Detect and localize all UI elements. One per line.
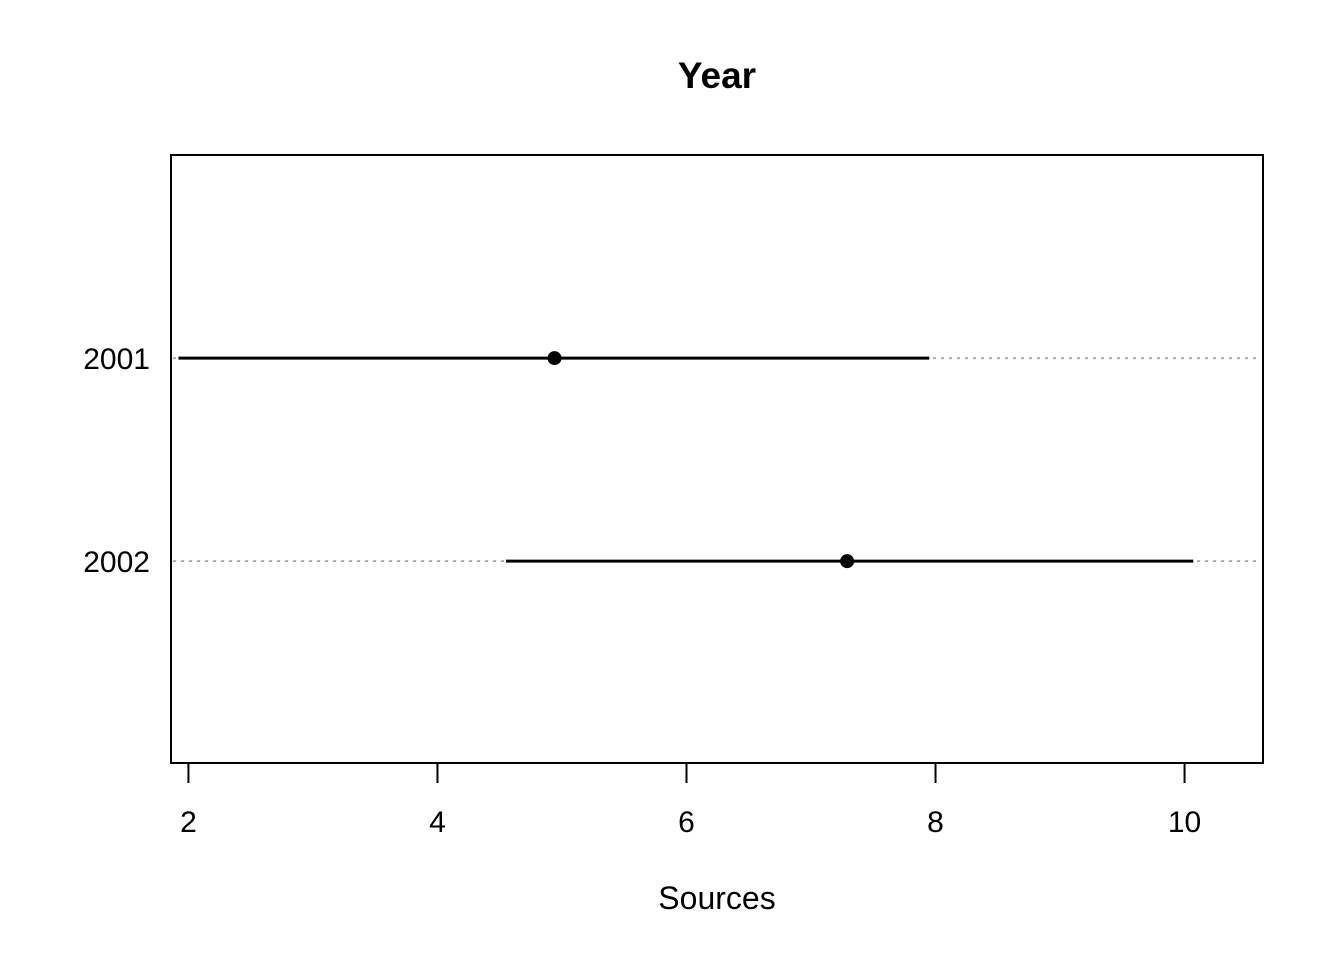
x-axis-label: Sources [658,880,776,916]
x-tick-label-4: 4 [429,806,446,839]
plot-box [170,154,1264,764]
x-tick-label-2: 2 [180,806,197,839]
chart-title: Year [677,55,757,96]
x-tick-label-6: 6 [678,806,695,839]
x-tick-label-8: 8 [927,806,944,839]
data-point-2002 [840,554,855,569]
y-category-label-2002: 2002 [83,546,150,579]
data-point-2001 [547,351,562,366]
x-tick-label-10: 10 [1168,806,1201,839]
y-category-label-2001: 2001 [83,343,150,376]
